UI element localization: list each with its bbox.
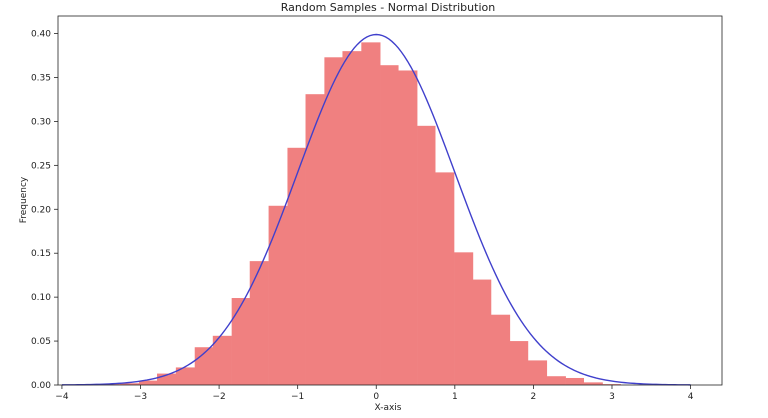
histogram-bar-25: [565, 377, 584, 385]
y-tick-label: 0.40: [31, 30, 51, 40]
histogram-bar-2: [138, 380, 158, 385]
curve-layer: [61, 33, 691, 386]
histogram-bar-22: [509, 341, 529, 385]
histogram-bar-24: [546, 376, 566, 385]
y-axis-ticks: 0.00 0.05 0.10 0.15 0.20 0.25 0.30 0.35 0.40: [31, 30, 58, 391]
histogram-bar-15: [380, 65, 399, 385]
normal-pdf-curve: [61, 33, 691, 386]
histogram-bar-19: [454, 252, 474, 385]
histogram-bar-7: [231, 298, 251, 385]
x-axis-label: X-axis: [375, 403, 402, 413]
y-tick-label: 0.10: [31, 293, 51, 303]
y-axis-label: Frequency: [19, 176, 29, 223]
histogram-bar-4: [175, 367, 196, 385]
x-tick-label: −2: [212, 392, 225, 402]
y-tick-label: 0.25: [31, 161, 51, 171]
y-tick-label: 0.15: [31, 249, 51, 259]
histogram-bar-20: [472, 279, 492, 385]
y-tick-label: 0.00: [31, 381, 51, 391]
y-tick-label: 0.30: [31, 117, 51, 127]
histogram-bar-18: [435, 172, 455, 385]
histogram-bar-12: [324, 57, 343, 386]
histogram-bar-21: [490, 314, 511, 385]
histogram-bar-6: [212, 335, 232, 385]
histogram-bar-11: [305, 94, 325, 385]
y-tick-label: 0.05: [31, 337, 51, 347]
y-tick-label: 0.35: [31, 74, 51, 84]
y-tick-label: 0.20: [31, 205, 51, 215]
histogram-bar-13: [342, 51, 362, 386]
plot-frame: [57, 15, 723, 386]
histogram-bar-3: [157, 373, 177, 385]
histogram-bar-10: [287, 147, 306, 385]
x-tick-label: −1: [291, 392, 304, 402]
x-tick-label: 0: [373, 392, 379, 402]
histogram-bar-17: [417, 125, 436, 386]
chart-title: Random Samples - Normal Distribution: [281, 1, 495, 14]
x-tick-label: −4: [55, 392, 69, 402]
histogram-bar-14: [361, 42, 381, 385]
x-tick-label: 1: [452, 392, 458, 402]
x-tick-label: 3: [609, 392, 615, 402]
histogram-bar-23: [527, 360, 548, 385]
x-tick-label: −3: [134, 392, 147, 402]
histogram-bar-26: [583, 382, 603, 385]
histogram-bars: [102, 42, 621, 386]
x-axis-ticks: −4 −3 −2 −1 0 1 2 3 4: [55, 385, 694, 402]
histogram-bar-9: [268, 205, 288, 385]
histogram-bar-8: [249, 261, 269, 385]
x-tick-label: 4: [688, 392, 694, 402]
histogram-bar-0: [102, 384, 121, 385]
histogram-bar-1: [120, 383, 140, 385]
histogram-bar-27: [602, 384, 621, 385]
histogram-bar-16: [398, 70, 418, 385]
x-tick-label: 2: [531, 392, 537, 402]
